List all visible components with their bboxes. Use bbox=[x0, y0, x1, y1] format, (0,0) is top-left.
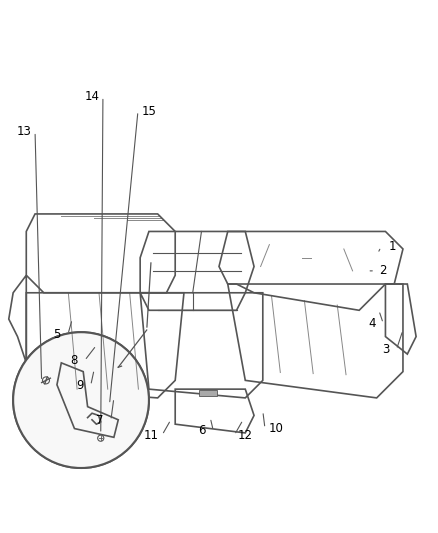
Text: 1: 1 bbox=[388, 240, 396, 253]
Text: 2: 2 bbox=[379, 264, 387, 277]
Text: 6: 6 bbox=[198, 424, 206, 437]
Bar bbox=[199, 391, 217, 395]
Text: 14: 14 bbox=[85, 90, 99, 103]
Text: 3: 3 bbox=[382, 343, 389, 356]
Text: 7: 7 bbox=[96, 414, 104, 427]
Text: 13: 13 bbox=[17, 125, 32, 138]
Text: 5: 5 bbox=[53, 328, 60, 341]
Text: 10: 10 bbox=[268, 422, 283, 435]
Text: 8: 8 bbox=[70, 354, 77, 367]
Text: 15: 15 bbox=[141, 104, 156, 117]
Text: 4: 4 bbox=[368, 317, 376, 330]
Text: 9: 9 bbox=[76, 379, 84, 392]
Text: 11: 11 bbox=[144, 429, 159, 442]
Circle shape bbox=[13, 332, 149, 468]
Text: 12: 12 bbox=[238, 429, 253, 442]
